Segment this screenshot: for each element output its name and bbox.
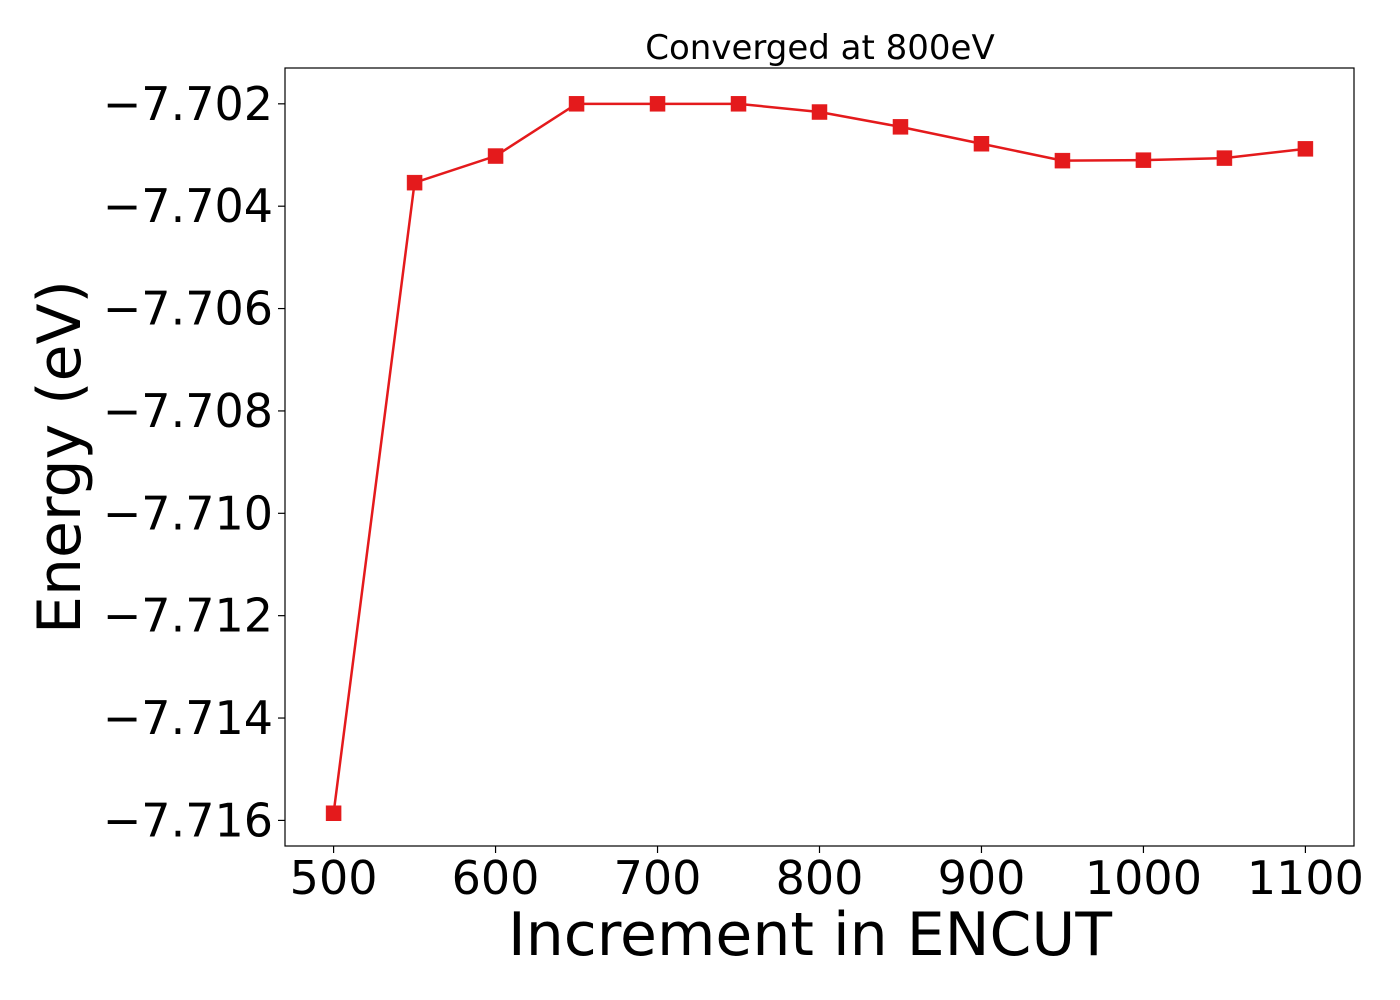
y-tick-label: −7.716 — [103, 793, 273, 847]
data-point-marker — [1297, 141, 1314, 157]
x-tick-label: 800 — [776, 851, 864, 905]
chart-title: Converged at 800eV — [645, 28, 994, 68]
y-tick-label: −7.708 — [103, 384, 273, 438]
series-layer — [325, 96, 1314, 821]
data-point-marker — [325, 805, 342, 821]
y-tick-label: −7.712 — [103, 589, 273, 643]
y-tick-label: −7.702 — [103, 77, 273, 131]
x-tick-label: 700 — [614, 851, 702, 905]
x-tick-label: 600 — [452, 851, 540, 905]
data-point-marker — [973, 136, 990, 152]
y-tick-label: −7.704 — [103, 179, 273, 233]
y-tick-label: −7.706 — [103, 282, 273, 336]
x-tick-label: 1000 — [1085, 851, 1202, 905]
data-point-marker — [487, 148, 504, 164]
y-axis-label: Energy (eV) — [25, 280, 95, 634]
plot-area-frame — [284, 67, 1355, 847]
data-point-marker — [730, 96, 747, 112]
data-point-marker — [892, 119, 909, 135]
data-point-marker — [1135, 152, 1152, 168]
data-point-marker — [406, 174, 423, 191]
y-tick-label: −7.714 — [103, 691, 273, 745]
y-tick-label: −7.710 — [103, 486, 273, 540]
x-tick-label: 500 — [290, 851, 378, 905]
x-axis-label: Increment in ENCUT — [508, 900, 1112, 970]
data-point-marker — [1054, 152, 1071, 169]
data-point-marker — [1216, 150, 1233, 166]
x-tick-label: 1100 — [1247, 851, 1364, 905]
y-axis-ticks: −7.702 −7.704 −7.706 −7.708 −7.710 −7.712 −7.7… — [103, 77, 285, 847]
data-point-marker — [649, 96, 666, 112]
x-axis-ticks: 500 600 700 800 900 1000 1100 — [290, 846, 1364, 905]
x-tick-label: 900 — [938, 851, 1026, 905]
data-point-marker — [568, 96, 585, 112]
data-point-marker — [811, 104, 828, 120]
